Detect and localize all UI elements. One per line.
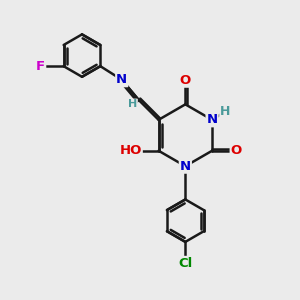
Text: HO: HO xyxy=(119,144,142,157)
Text: Cl: Cl xyxy=(178,257,193,270)
Text: O: O xyxy=(180,74,191,87)
Text: F: F xyxy=(36,60,45,73)
Text: H: H xyxy=(128,100,137,110)
Text: O: O xyxy=(231,144,242,157)
Text: N: N xyxy=(180,160,191,173)
Text: N: N xyxy=(206,113,218,126)
Text: H: H xyxy=(220,105,230,118)
Text: N: N xyxy=(116,73,127,86)
